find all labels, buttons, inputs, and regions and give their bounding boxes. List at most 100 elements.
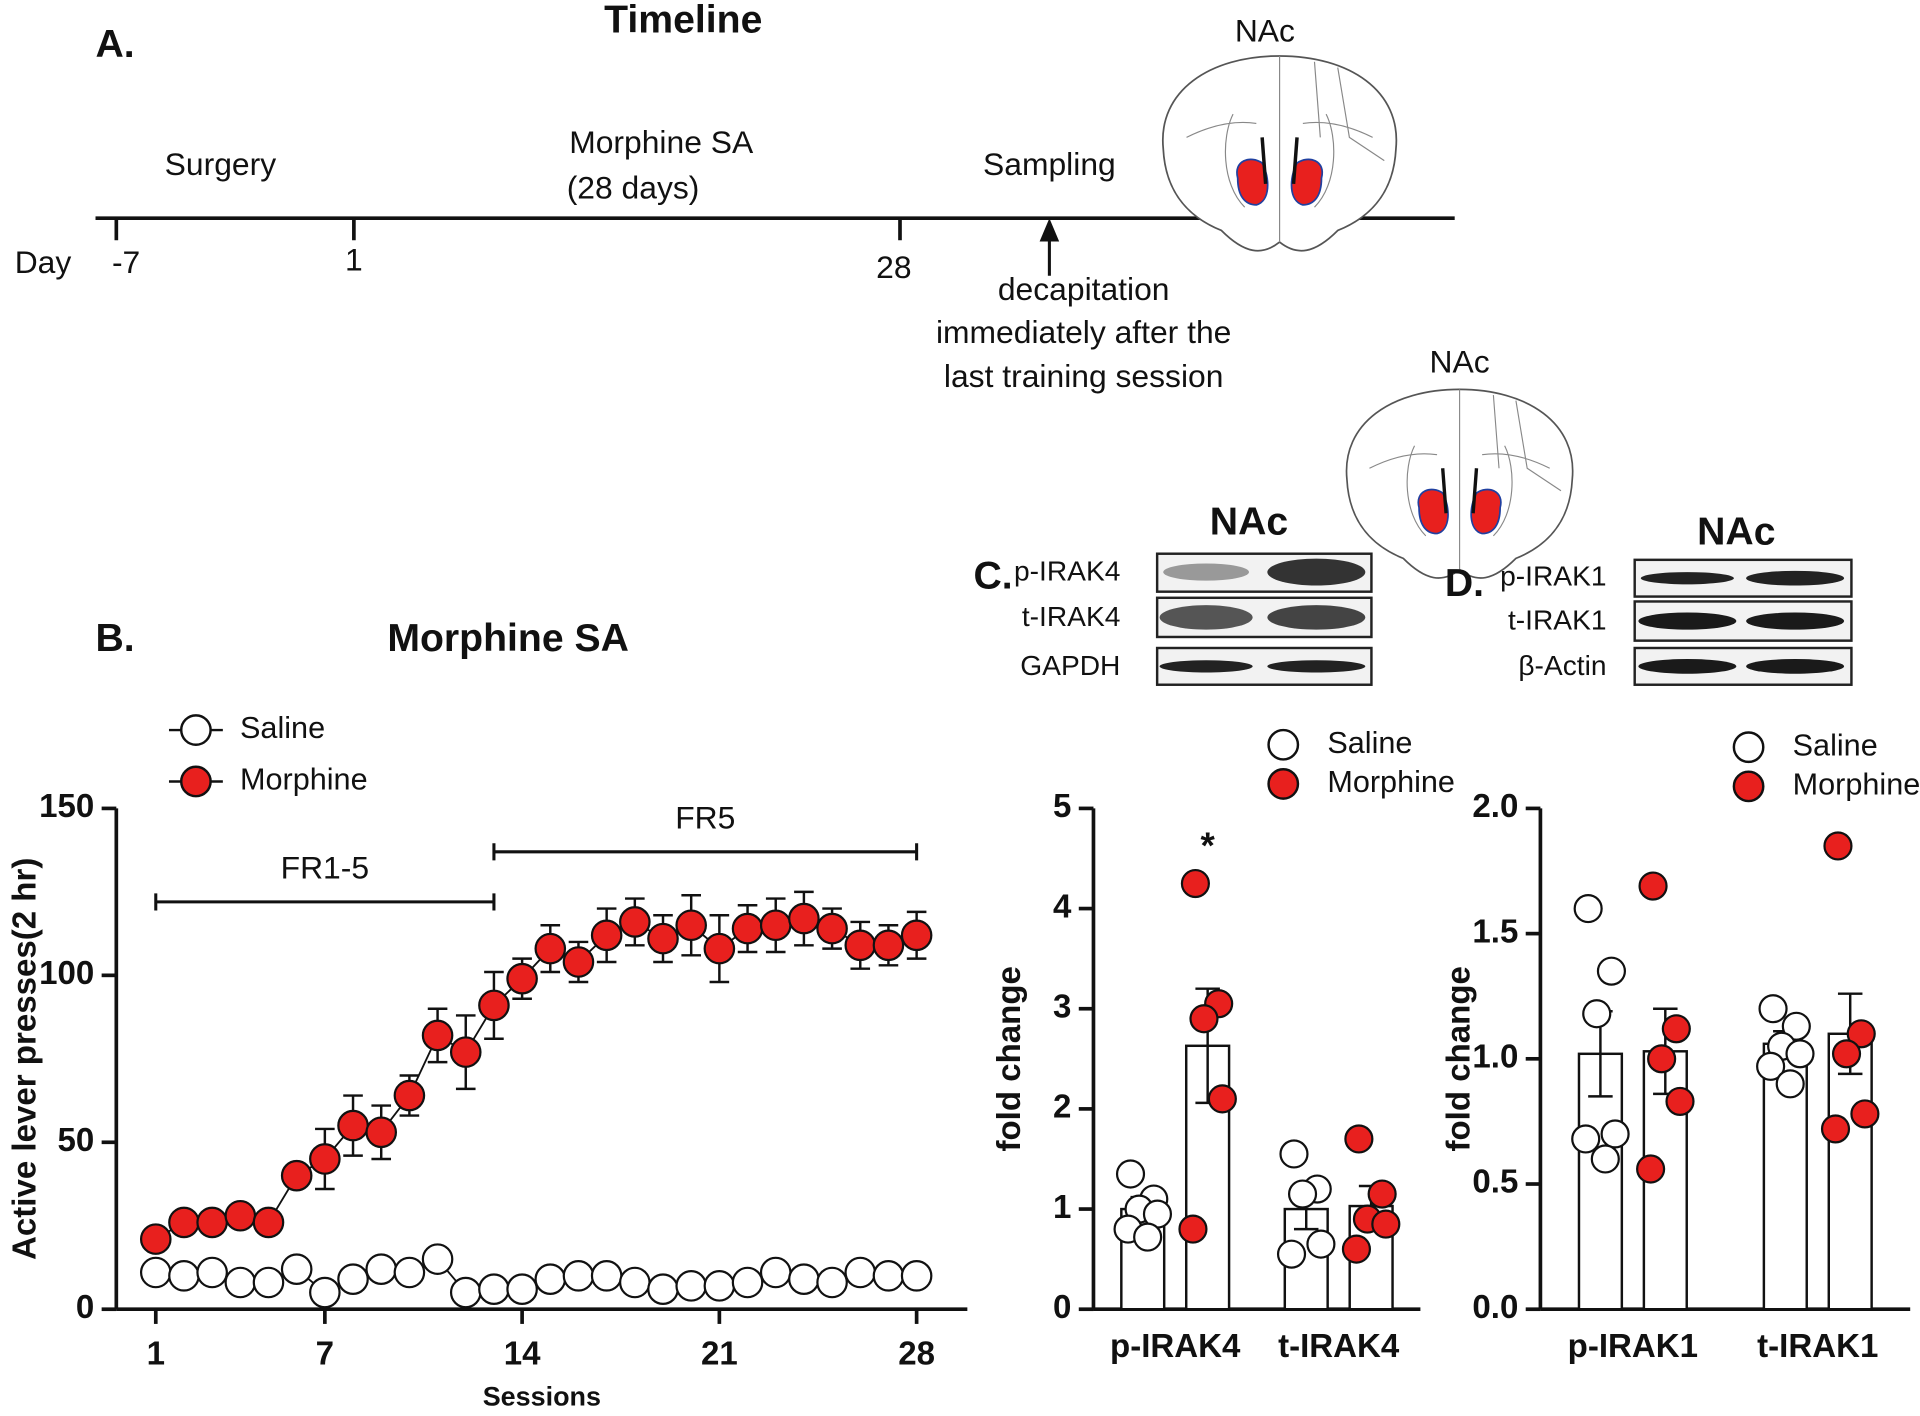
legend-marker [180, 765, 212, 798]
data-point [1279, 1139, 1309, 1169]
blot-band [1746, 659, 1845, 674]
y-tick-label: 3 [1053, 988, 1071, 1025]
y-tick-label: 0 [1053, 1289, 1071, 1326]
data-point [788, 1263, 820, 1295]
bracket [154, 893, 496, 911]
panel-label: C. [973, 555, 1012, 598]
data-point [1820, 1114, 1851, 1144]
data-point [168, 1260, 200, 1292]
data-point [1367, 1179, 1397, 1209]
data-point [759, 1256, 792, 1289]
blot-band [1746, 612, 1845, 630]
legend-label: Saline [1327, 726, 1412, 760]
data-point [562, 946, 595, 978]
data-point [844, 1256, 877, 1289]
legend-marker [1267, 768, 1300, 800]
brain-section [1161, 54, 1399, 253]
data-point [139, 1256, 172, 1289]
y-tick-label: 100 [39, 955, 94, 992]
data-point [139, 1223, 172, 1255]
data-point [703, 932, 736, 965]
data-point [1756, 1051, 1786, 1081]
data-point [1647, 1044, 1677, 1074]
blot-band [1267, 660, 1366, 673]
data-point [1287, 1179, 1318, 1209]
legend-label: Saline [240, 711, 325, 745]
blot-band [1638, 659, 1737, 674]
data-point [1785, 1039, 1815, 1069]
data-point [788, 902, 820, 935]
day-tick-label: 28 [876, 249, 911, 285]
data-point [337, 1263, 369, 1295]
data-point [309, 1276, 341, 1309]
data-point [1344, 1124, 1374, 1154]
data-point [1831, 1039, 1862, 1069]
x-tick-label: 28 [898, 1335, 935, 1372]
data-point [196, 1256, 228, 1289]
data-point [1775, 1069, 1805, 1099]
legend-label: Morphine [240, 763, 368, 797]
bar [1827, 1032, 1873, 1311]
data-point [1178, 1214, 1208, 1244]
y-tick-label: 1 [1053, 1189, 1071, 1226]
blot-band [1638, 612, 1737, 630]
data-point [449, 1036, 482, 1068]
x-tick-label: 21 [701, 1335, 738, 1372]
panel-label: D. [1445, 562, 1484, 605]
data-point [252, 1206, 285, 1239]
data-point [900, 1260, 933, 1292]
data-point [1115, 1159, 1146, 1189]
note-line: immediately after the [936, 314, 1231, 350]
y-tick-label: 2 [1053, 1089, 1071, 1126]
bracket [492, 843, 919, 861]
x-tick-label: 1 [147, 1335, 165, 1372]
brain-section [1344, 387, 1575, 580]
blot-band [1159, 660, 1253, 673]
data-point [309, 1143, 341, 1175]
data-point [1600, 1119, 1630, 1149]
data-point [534, 1263, 567, 1295]
legend-marker [1732, 770, 1765, 803]
data-point [731, 912, 764, 945]
data-point [1371, 1209, 1401, 1239]
x-tick-label: t-IRAK1 [1757, 1328, 1878, 1365]
data-point [647, 922, 679, 955]
data-point [280, 1159, 313, 1192]
data-point [393, 1079, 426, 1112]
region-label: NAc [1430, 343, 1490, 379]
data-point [590, 1260, 623, 1292]
y-tick-label: 0.0 [1472, 1289, 1518, 1326]
blot-row-label: p-IRAK1 [1500, 561, 1606, 592]
y-axis-label: fold change [1441, 966, 1478, 1151]
event-label: (28 days) [567, 169, 700, 205]
x-tick-label: p-IRAK4 [1110, 1328, 1241, 1365]
data-point [252, 1266, 285, 1299]
day-tick-label: -7 [112, 244, 140, 280]
timeline-title: Timeline [604, 0, 762, 42]
data-point [196, 1206, 228, 1239]
data-point [844, 929, 877, 962]
data-point [1596, 956, 1627, 986]
data-point [562, 1260, 595, 1292]
data-point [1636, 1154, 1666, 1184]
data-point [1189, 1004, 1219, 1034]
blot-row-label: GAPDH [1020, 650, 1120, 681]
legend-label: Morphine [1327, 765, 1455, 799]
data-point [1665, 1086, 1695, 1116]
x-tick-label: 7 [316, 1335, 334, 1372]
data-point [1276, 1239, 1307, 1269]
data-point [1571, 1124, 1601, 1154]
blot-band [1267, 605, 1366, 630]
significance-mark: * [1201, 825, 1216, 866]
sampling-arrowhead [1039, 218, 1060, 242]
y-tick-label: 1.5 [1472, 913, 1518, 950]
blot-row-label: t-IRAK1 [1508, 605, 1607, 636]
event-label: Sampling [983, 146, 1116, 182]
blot-d: D. NAc p-IRAK1 t-IRAK1 β-Actin [1445, 510, 1853, 686]
y-tick-label: 4 [1053, 888, 1072, 925]
data-point [675, 909, 707, 942]
data-point [1590, 1144, 1620, 1174]
note-line: decapitation [998, 271, 1170, 307]
blot-band [1163, 563, 1249, 581]
data-point [731, 1266, 764, 1299]
